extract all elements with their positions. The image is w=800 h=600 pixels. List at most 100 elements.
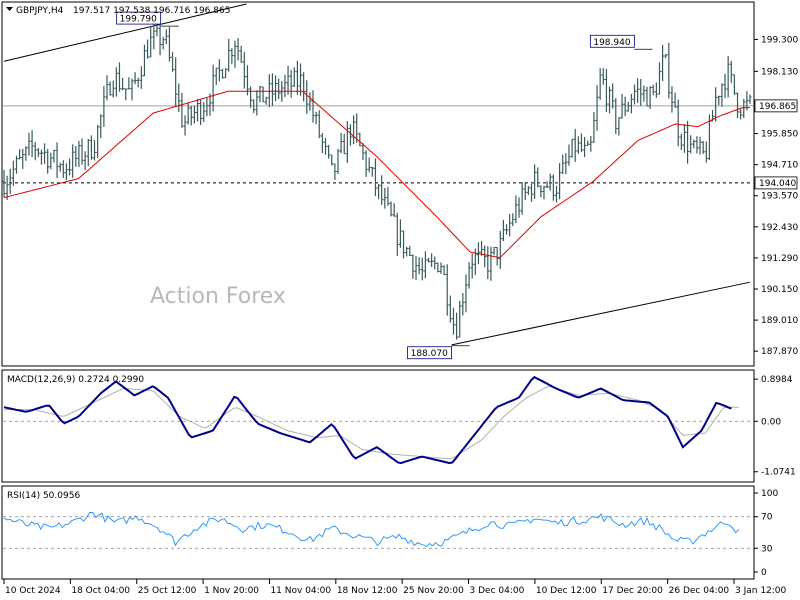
rsi-tick-label: 100: [761, 489, 778, 499]
price-bar: [732, 74, 736, 95]
price-bar: [236, 38, 240, 61]
price-bar: [18, 149, 22, 160]
price-bar: [330, 154, 334, 166]
price-bar: [292, 67, 296, 87]
price-bar: [352, 115, 356, 145]
price-bar: [433, 256, 437, 270]
price-bar: [436, 262, 440, 273]
price-bar: [448, 295, 452, 323]
price-bar: [317, 110, 321, 139]
price-bar: [105, 75, 109, 101]
price-bar: [2, 169, 6, 198]
price-bar: [277, 78, 281, 100]
price-bar: [589, 135, 593, 152]
price-bar: [520, 182, 524, 215]
price-bar: [46, 148, 50, 174]
price-bar: [64, 163, 68, 181]
price-bar: [186, 102, 190, 125]
price-bar: [461, 292, 465, 316]
price-bar: [523, 182, 527, 201]
rsi-axis: 100 70 30 0: [754, 489, 778, 578]
price-bar: [661, 44, 665, 82]
trend-lines: [3, 3, 751, 346]
price-bar: [486, 246, 490, 280]
price-bar: [196, 99, 200, 122]
price-bar: [24, 146, 28, 161]
price-bar: [598, 68, 602, 100]
price-bar: [320, 133, 324, 154]
price-bar: [14, 155, 18, 174]
price-bar: [505, 224, 509, 235]
price-bar: [333, 163, 337, 180]
price-bar: [227, 38, 231, 72]
price-tick-label: 195.850: [761, 130, 798, 140]
price-bar: [295, 60, 299, 95]
price-bar: [52, 149, 56, 163]
price-bar: [592, 112, 596, 143]
watermark: Action Forex: [150, 284, 286, 309]
price-bar: [367, 157, 371, 173]
price-bar: [205, 97, 209, 117]
price-bar: [470, 253, 474, 279]
price-tick-label: 198.130: [761, 67, 798, 77]
rsi-title: RSI(14) 50.0956: [7, 491, 80, 501]
time-tick-label: 26 Dec 04:00: [669, 586, 730, 596]
price-bar: [58, 162, 62, 172]
price-bar: [411, 254, 415, 279]
time-tick-label: 3 Jan 12:00: [735, 586, 787, 596]
price-tick-label: 190.150: [761, 285, 798, 295]
time-tick-label: 10 Dec 12:00: [536, 586, 597, 596]
price-bar: [682, 124, 686, 153]
price-bar: [93, 140, 97, 161]
macd-panel: [1, 369, 755, 483]
price-bar: [364, 150, 368, 177]
price-bar: [654, 82, 658, 98]
price-bar: [601, 68, 605, 85]
price-bar: [720, 83, 724, 107]
price-bar: [570, 138, 574, 158]
price-tick-label: 193.570: [761, 192, 798, 202]
price-bar: [551, 174, 555, 201]
annotation-label: 188.070: [411, 349, 448, 359]
price-bar: [633, 84, 637, 105]
price-bar: [164, 29, 168, 44]
rsi-line: [3, 511, 740, 548]
price-bar: [508, 213, 512, 237]
price-bar: [149, 26, 153, 58]
time-tick-label: 18 Nov 12:00: [337, 586, 398, 596]
price-bar: [495, 246, 499, 266]
price-bar: [704, 141, 708, 163]
price-tick-label: 187.870: [761, 347, 798, 357]
price-bar: [467, 262, 471, 289]
price-bar: [261, 86, 265, 103]
price-bar: [33, 141, 37, 161]
price-bar: [183, 115, 187, 136]
price-bar: [299, 63, 303, 96]
time-tick-label: 11 Nov 04:00: [270, 586, 331, 596]
price-bar: [192, 105, 196, 124]
price-bar: [189, 106, 193, 126]
macd-main-line: [3, 375, 732, 465]
price-bar: [383, 187, 387, 209]
price-bar: [242, 52, 246, 89]
price-bar: [133, 72, 137, 85]
price-bar: [395, 212, 399, 256]
price-bar: [501, 219, 505, 242]
price-bar: [573, 128, 577, 162]
rsi-tick-label: 0: [761, 568, 767, 578]
price-bar: [458, 300, 462, 338]
price-bar: [8, 168, 12, 194]
price-bar: [701, 141, 705, 154]
dropdown-triangle-icon[interactable]: [6, 7, 13, 11]
price-bar: [336, 148, 340, 175]
price-bar: [511, 213, 515, 227]
price-bar: [608, 86, 612, 114]
price-bar: [274, 75, 278, 102]
price-bar: [689, 135, 693, 154]
price-bar: [345, 121, 349, 163]
price-bar: [239, 45, 243, 63]
ohlc-values: 197.517 197.538 196.716 196.865: [73, 6, 230, 16]
price-bars: [2, 18, 752, 340]
price-bar: [373, 158, 377, 197]
price-bar: [642, 85, 646, 102]
